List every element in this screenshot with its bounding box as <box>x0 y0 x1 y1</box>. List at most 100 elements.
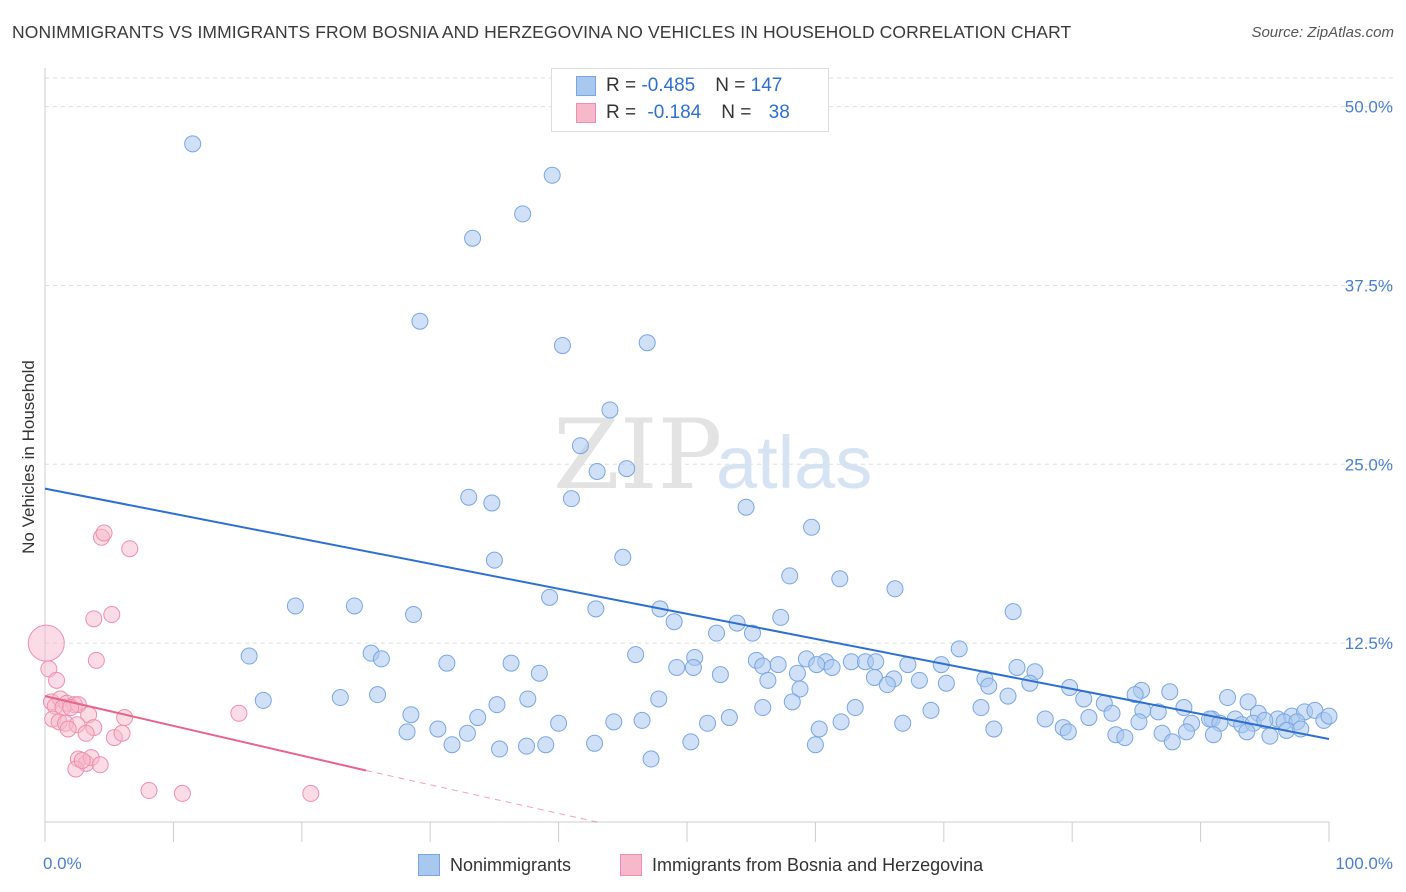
data-point-nonimmigrants <box>1103 704 1121 722</box>
data-point-nonimmigrants <box>985 720 1003 738</box>
data-point-nonimmigrants <box>614 548 632 566</box>
data-point-nonimmigrants <box>665 613 683 631</box>
x-tick-label: 100.0% <box>1335 854 1393 873</box>
legend-n-label: N = <box>721 102 757 123</box>
data-point-nonimmigrants <box>1080 709 1098 727</box>
data-point-nonimmigrants <box>571 437 589 455</box>
chart-title: NONIMMIGRANTS VS IMMIGRANTS FROM BOSNIA … <box>12 22 1072 42</box>
data-point-nonimmigrants <box>711 666 729 684</box>
watermark-atlas: atlas <box>716 421 872 504</box>
data-point-bosnia <box>113 724 131 742</box>
data-point-nonimmigrants <box>810 720 828 738</box>
data-point-nonimmigrants <box>1256 711 1274 729</box>
data-point-nonimmigrants <box>806 736 824 754</box>
data-point-nonimmigrants <box>1219 689 1237 707</box>
data-point-nonimmigrants <box>638 334 656 352</box>
data-point-nonimmigrants <box>1075 690 1093 708</box>
trend-line-bosnia <box>44 695 367 772</box>
data-point-nonimmigrants <box>1261 727 1279 745</box>
data-point-nonimmigrants <box>642 750 660 768</box>
trend-line-bosnia-extension <box>365 770 598 823</box>
data-point-nonimmigrants <box>922 701 940 719</box>
data-point-nonimmigrants <box>469 709 487 727</box>
data-point-bosnia <box>140 782 158 800</box>
data-point-nonimmigrants <box>1161 683 1179 701</box>
legend-swatch-pink <box>576 103 596 123</box>
data-point-bosnia <box>59 720 77 738</box>
data-point-nonimmigrants <box>438 654 456 672</box>
data-point-nonimmigrants <box>720 709 738 727</box>
trend-lines <box>44 487 1330 823</box>
data-point-nonimmigrants <box>184 135 202 153</box>
data-point-nonimmigrants <box>699 714 717 732</box>
data-point-nonimmigrants <box>514 205 532 223</box>
legend-row-bosnia: R = -0.184 N = 38 <box>576 101 790 125</box>
grid-lines <box>45 77 1393 644</box>
data-point-nonimmigrants <box>791 680 809 698</box>
data-point-nonimmigrants <box>1036 710 1054 728</box>
bottom-legend-label: Nonimmigrants <box>450 854 572 875</box>
y-tick-label: 25.0% <box>1345 455 1393 474</box>
data-point-nonimmigrants <box>846 699 864 717</box>
legend-n-value: 147 <box>750 75 783 96</box>
data-point-nonimmigrants <box>491 740 509 758</box>
data-point-nonimmigrants <box>788 664 806 682</box>
data-point-nonimmigrants <box>483 494 501 512</box>
data-point-nonimmigrants <box>240 647 258 665</box>
data-point-nonimmigrants <box>618 460 636 478</box>
data-point-nonimmigrants <box>803 518 821 536</box>
legend-box: R = -0.485 N = 147 R = -0.184 N = 38 <box>551 68 829 132</box>
data-point-nonimmigrants <box>980 677 998 695</box>
bottom-legend-swatch-blue <box>418 854 440 876</box>
data-point-nonimmigrants <box>1021 674 1039 692</box>
data-point-nonimmigrants <box>894 714 912 732</box>
data-point-nonimmigrants <box>754 657 772 675</box>
trend-line-nonimmigrants <box>44 487 1330 740</box>
data-point-nonimmigrants <box>972 699 990 717</box>
data-point-nonimmigrants <box>553 337 571 355</box>
data-point-nonimmigrants <box>458 724 476 742</box>
data-point-nonimmigrants <box>1130 713 1148 731</box>
data-point-nonimmigrants <box>1163 733 1181 751</box>
data-point-bosnia <box>77 724 95 742</box>
data-point-nonimmigrants <box>842 653 860 671</box>
data-point-nonimmigrants <box>550 714 568 732</box>
data-point-bosnia <box>173 784 191 802</box>
data-point-nonimmigrants <box>950 640 968 658</box>
data-point-nonimmigrants <box>682 733 700 751</box>
data-point-nonimmigrants <box>543 166 561 184</box>
watermark-zip: ZIP <box>553 399 722 511</box>
data-point-bosnia <box>27 624 65 662</box>
data-point-nonimmigrants <box>398 723 416 741</box>
data-point-nonimmigrants <box>743 624 761 642</box>
data-point-nonimmigrants <box>823 658 841 676</box>
data-point-bosnia <box>48 671 66 689</box>
bottom-legend-bosnia: Immigrants from Bosnia and Herzegovina <box>620 852 983 878</box>
data-point-nonimmigrants <box>878 676 896 694</box>
data-point-nonimmigrants <box>464 229 482 247</box>
data-point-nonimmigrants <box>601 401 619 419</box>
data-point-nonimmigrants <box>668 658 686 676</box>
data-point-nonimmigrants <box>586 734 604 752</box>
source-label: Source: ZipAtlas.com <box>1251 24 1394 41</box>
data-point-bosnia <box>87 651 105 669</box>
data-point-nonimmigrants <box>627 646 645 664</box>
bottom-legend-swatch-pink <box>620 854 642 876</box>
data-point-nonimmigrants <box>369 686 387 704</box>
data-point-bosnia <box>302 784 320 802</box>
legend-r-label: R = <box>606 102 642 123</box>
data-point-bosnia <box>95 524 113 542</box>
legend-n-value: 38 <box>768 102 790 123</box>
data-point-nonimmigrants <box>867 653 885 671</box>
data-point-nonimmigrants <box>345 597 363 615</box>
data-point-nonimmigrants <box>937 674 955 692</box>
watermark: ZIP atlas <box>553 399 872 511</box>
data-point-bosnia <box>91 756 109 774</box>
legend-swatch-blue <box>576 76 596 96</box>
data-point-nonimmigrants <box>1004 603 1022 621</box>
data-point-nonimmigrants <box>865 668 883 686</box>
data-point-nonimmigrants <box>605 713 623 731</box>
data-point-nonimmigrants <box>708 624 726 642</box>
data-point-nonimmigrants <box>899 656 917 674</box>
